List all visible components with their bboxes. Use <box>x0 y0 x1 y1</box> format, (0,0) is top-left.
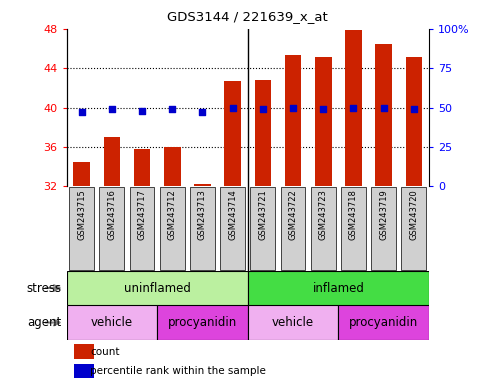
Text: GDS3144 / 221639_x_at: GDS3144 / 221639_x_at <box>167 10 328 23</box>
FancyBboxPatch shape <box>248 305 338 340</box>
Text: GSM243717: GSM243717 <box>138 189 146 240</box>
FancyBboxPatch shape <box>250 187 275 270</box>
Text: agent: agent <box>28 316 62 329</box>
Bar <box>315 57 331 186</box>
Point <box>138 108 146 114</box>
Point <box>410 106 418 112</box>
Bar <box>254 80 271 186</box>
FancyBboxPatch shape <box>248 271 429 305</box>
Text: vehicle: vehicle <box>272 316 314 329</box>
Text: GSM243718: GSM243718 <box>349 189 358 240</box>
Point <box>168 106 176 112</box>
Text: inflamed: inflamed <box>313 281 364 295</box>
FancyBboxPatch shape <box>401 187 426 270</box>
Text: GSM243723: GSM243723 <box>318 189 328 240</box>
FancyBboxPatch shape <box>341 187 366 270</box>
Text: uninflamed: uninflamed <box>124 281 191 295</box>
Text: GSM243714: GSM243714 <box>228 189 237 240</box>
FancyBboxPatch shape <box>160 187 184 270</box>
Bar <box>345 30 362 186</box>
Text: GSM243716: GSM243716 <box>107 189 116 240</box>
Text: GSM243721: GSM243721 <box>258 189 267 240</box>
FancyBboxPatch shape <box>338 305 429 340</box>
Point <box>229 105 237 111</box>
Text: GSM243712: GSM243712 <box>168 189 177 240</box>
FancyBboxPatch shape <box>220 187 245 270</box>
Bar <box>134 149 150 186</box>
Point <box>108 106 116 112</box>
Text: procyanidin: procyanidin <box>168 316 237 329</box>
Point <box>350 104 357 111</box>
Text: GSM243713: GSM243713 <box>198 189 207 240</box>
FancyBboxPatch shape <box>157 305 248 340</box>
Text: GSM243715: GSM243715 <box>77 189 86 240</box>
Text: stress: stress <box>27 281 62 295</box>
Text: GSM243719: GSM243719 <box>379 189 388 240</box>
Point <box>319 106 327 112</box>
Point <box>259 106 267 112</box>
Point <box>289 104 297 111</box>
Point <box>380 105 387 111</box>
FancyBboxPatch shape <box>371 187 396 270</box>
Bar <box>285 55 301 186</box>
FancyBboxPatch shape <box>281 187 305 270</box>
Bar <box>406 57 422 186</box>
FancyBboxPatch shape <box>100 187 124 270</box>
Text: GSM243720: GSM243720 <box>409 189 419 240</box>
FancyBboxPatch shape <box>130 187 154 270</box>
Point <box>78 109 86 115</box>
Bar <box>73 162 90 186</box>
Bar <box>194 184 211 186</box>
Bar <box>74 344 94 359</box>
Bar <box>375 43 392 186</box>
FancyBboxPatch shape <box>311 187 336 270</box>
Text: percentile rank within the sample: percentile rank within the sample <box>90 366 266 376</box>
Point <box>199 109 207 115</box>
Bar <box>74 364 94 378</box>
FancyBboxPatch shape <box>70 187 94 270</box>
Bar <box>104 137 120 186</box>
Text: vehicle: vehicle <box>91 316 133 329</box>
FancyBboxPatch shape <box>190 187 215 270</box>
Text: GSM243722: GSM243722 <box>288 189 298 240</box>
Text: procyanidin: procyanidin <box>349 316 418 329</box>
FancyBboxPatch shape <box>67 271 248 305</box>
Bar <box>224 81 241 186</box>
Bar <box>164 147 180 186</box>
Text: count: count <box>90 347 120 357</box>
FancyBboxPatch shape <box>67 305 157 340</box>
